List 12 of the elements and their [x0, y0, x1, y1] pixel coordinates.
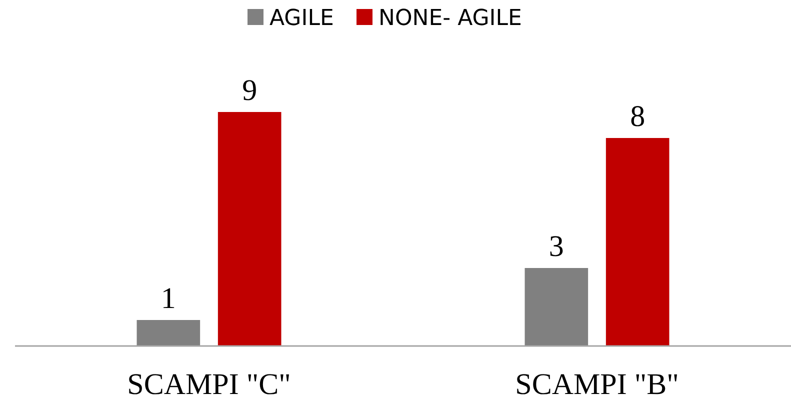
data-label: 3 — [548, 230, 564, 263]
bar — [136, 320, 200, 346]
data-label: 9 — [242, 74, 258, 107]
bar — [218, 112, 282, 346]
legend-label: NONE- AGILE — [378, 6, 522, 31]
x-tick-label: SCAMPI "C" — [127, 368, 291, 401]
bar — [524, 268, 588, 346]
data-label: 1 — [160, 282, 176, 315]
x-tick-label: SCAMPI "B" — [515, 368, 679, 401]
data-label: 8 — [630, 100, 646, 133]
legend-label: AGILE — [270, 6, 334, 31]
bar — [606, 138, 670, 346]
